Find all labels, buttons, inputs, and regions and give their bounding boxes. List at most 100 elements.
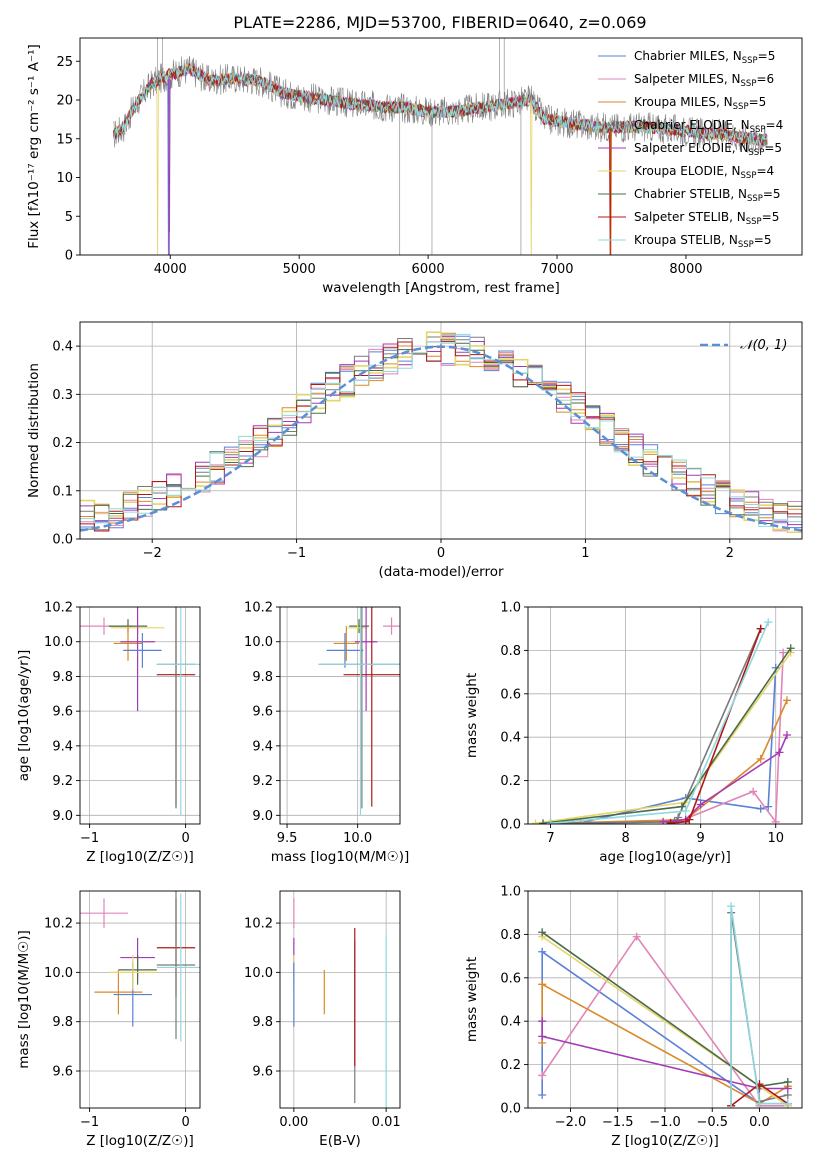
grid-mass-vs-z [80, 891, 200, 1108]
weight-line-chabrier-elodie [550, 628, 762, 824]
weight-marker-salpeter-elodie [538, 1017, 547, 1026]
weight-marker-kroupa-miles [756, 754, 765, 763]
weight-marker-chabrier-stelib [538, 928, 547, 937]
x-axis-label: wavelength [Angstrom, rest frame] [322, 280, 560, 296]
weight-marker-kroupa-stelib [727, 902, 736, 911]
plot-area-age-vs-mass [318, 607, 400, 816]
y-tick-label: 10.2 [44, 917, 73, 932]
weight-line-kroupa-stelib [550, 621, 769, 824]
x-axis-label: E(B-V) [319, 1133, 361, 1149]
y-tick-label: 9.8 [52, 1015, 73, 1030]
x-tick-label: 0.0 [749, 1115, 770, 1130]
axes-frame [79, 890, 201, 1109]
y-axis-label: Flux [fλ10⁻¹⁷ erg cm⁻² s⁻¹ A⁻¹] [26, 44, 42, 249]
x-tick-label: −1 [80, 831, 99, 846]
panel-age-vs-z: −1 0 9.0 9.2 9.4 9.6 9.8 10.0 10.2 Z [log10(Z/Z☉)… [16, 601, 201, 865]
y-tick-label: 9.8 [252, 1015, 273, 1030]
x-tick-label: 0 [181, 1115, 189, 1130]
x-axis-label: age [log10(age/yr)] [599, 849, 731, 865]
errorbar-salpeter-miles [80, 898, 128, 928]
x-tick-label: 7000 [540, 262, 573, 277]
y-tick-label: 20 [56, 94, 73, 109]
normal-legend-label: 𝒩(0, 1) [740, 338, 787, 353]
y-tick-label: 10.2 [44, 601, 73, 616]
y-tick-label: 9.4 [52, 739, 73, 754]
axes-frame [279, 890, 401, 1109]
weight-marker-salpeter-miles [779, 648, 788, 657]
model-line-kroupa-stelib [113, 64, 768, 147]
weight-line-salpeter-miles [542, 652, 784, 824]
weight-marker-salpeter-stelib [666, 818, 675, 824]
x-tick-label: 8 [621, 831, 629, 846]
weight-marker-salpeter-miles [632, 932, 641, 941]
y-tick-label: 0.0 [500, 818, 521, 833]
weight-marker-kroupa-stelib [764, 618, 773, 627]
axes-frame [279, 606, 401, 825]
weight-marker-salpeter-elodie [659, 817, 668, 824]
panel-residuals: 𝒩(0, 1) −2 −1 0 1 2 0.0 0.1 0.2 0.3 0.4 (data-model… [26, 321, 803, 580]
legend-entry-chabrier-stelib: Chabrier STELIB, NSSP=5 [634, 187, 781, 204]
x-tick-label: 10.0 [343, 831, 372, 846]
weight-marker-kroupa-stelib [727, 1104, 736, 1108]
plot-area-weight-vs-age [531, 618, 795, 824]
x-tick-label: 9.5 [277, 831, 298, 846]
panel-spectrum: Chabrier MILES, NSSP=5 Salpeter MILES, NS… [26, 37, 803, 296]
weight-marker-salpeter-elodie [538, 1032, 547, 1041]
weight-marker-chabrier-miles [538, 947, 547, 956]
plot-area-residuals [80, 331, 802, 533]
errorbar-salpeter-stelib [343, 607, 400, 807]
x-axis-label: mass [log10(M/M☉)] [271, 849, 410, 865]
x-tick-label: −1.5 [602, 1115, 634, 1130]
x-tick-label: 10 [767, 831, 784, 846]
x-tick-label: 8000 [669, 262, 702, 277]
y-tick-label: 0.6 [500, 971, 521, 986]
hist-step-kroupa-elodie [80, 331, 802, 533]
y-tick-label: 0.2 [500, 774, 521, 789]
x-tick-label: 7 [546, 831, 554, 846]
weight-marker-salpeter-elodie [782, 731, 791, 740]
legend-entry-chabrier-elodie: Chabrier ELODIE, NSSP=4 [634, 118, 783, 135]
x-tick-label: 0.01 [372, 1115, 401, 1130]
y-tick-label: 9.6 [52, 1065, 73, 1080]
plot-area-weight-vs-z [538, 902, 792, 1108]
y-tick-label: 9.2 [252, 774, 273, 789]
weight-marker-chabrier-stelib [539, 819, 548, 824]
y-tick-label: 1.0 [500, 885, 521, 900]
errorbar-kroupa-elodie [347, 622, 368, 634]
axes-frame [79, 606, 201, 825]
weight-marker-salpeter-elodie [696, 800, 705, 809]
y-tick-label: 0.4 [500, 731, 521, 746]
y-tick-label: 0.4 [52, 340, 73, 355]
x-tick-label: 4000 [154, 262, 187, 277]
panel-weight-vs-age: 7 8 9 10 0.0 0.2 0.4 0.6 0.8 1.0 age [log10(age/yr… [464, 601, 803, 865]
x-tick-label: 0 [181, 831, 189, 846]
weight-line-chabrier-stelib [542, 647, 792, 824]
weight-marker-salpeter-miles [771, 817, 780, 824]
x-tick-label: −2 [143, 546, 162, 561]
errorbar-kroupa-elodie [108, 955, 157, 990]
grid-mass-vs-ebv [280, 891, 400, 1108]
x-axis-label: Z [log10(Z/Z☉)] [86, 849, 194, 865]
y-tick-label: 0.0 [52, 533, 73, 548]
x-tick-label: 5000 [283, 262, 316, 277]
y-tick-label: 9.0 [252, 809, 273, 824]
y-tick-label: 9.6 [252, 1065, 273, 1080]
grid-age-vs-mass [280, 606, 400, 824]
x-axis-label: Z [log10(Z/Z☉)] [86, 1133, 194, 1149]
errorbar-chabrier-elodie [156, 891, 196, 1039]
errorbar-salpeter-miles [383, 617, 400, 635]
y-tick-label: 10.0 [44, 635, 73, 650]
legend-entry-kroupa-miles: Kroupa MILES, NSSP=5 [634, 95, 766, 112]
y-axis-label: age [log10(age/yr)] [16, 650, 32, 782]
panel-weight-vs-z: −2.0 −1.5 −1.0 −0.5 0.0 0.0 0.2 0.4 0.6 0.8 1.0 Z [… [464, 885, 803, 1149]
x-tick-label: 6000 [412, 262, 445, 277]
plot-area-age-vs-z [80, 607, 200, 816]
y-tick-label: 0.1 [52, 484, 73, 499]
legend-entry-salpeter-miles: Salpeter MILES, NSSP=6 [634, 72, 774, 89]
plot-area-spectrum [113, 38, 768, 255]
y-tick-label: 10 [56, 171, 73, 186]
y-tick-label: 9.4 [252, 739, 273, 754]
weight-line-kroupa-elodie [535, 652, 792, 824]
grid-age-vs-z [80, 606, 200, 824]
